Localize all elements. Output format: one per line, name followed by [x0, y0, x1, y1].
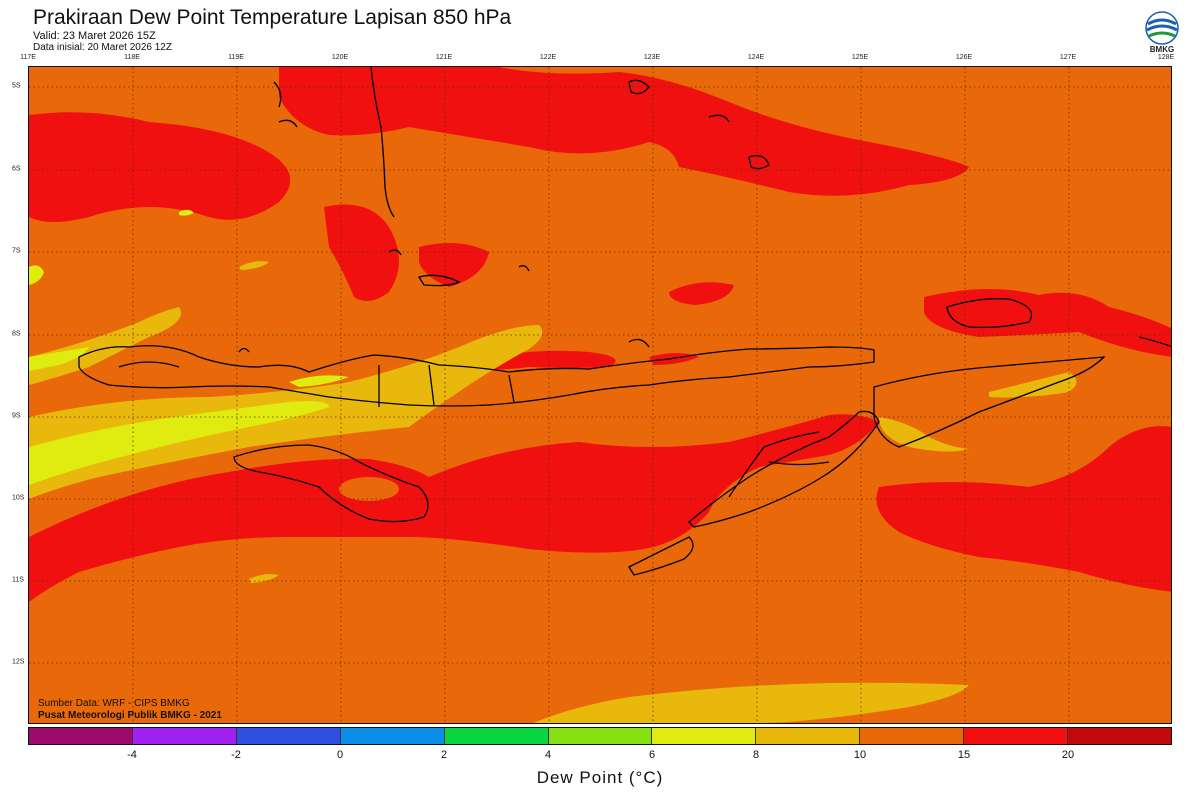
- colorbar-segment: [548, 728, 653, 744]
- colorbar: [28, 727, 1172, 745]
- lat-label: 10S: [12, 494, 25, 502]
- lon-label: 117E: [20, 54, 36, 61]
- data-source: Sumber Data: WRF - CIPS BMKG: [38, 698, 190, 709]
- lat-label: 11S: [12, 576, 24, 584]
- lat-label: 6S: [12, 165, 21, 173]
- lon-label: 127E: [1059, 54, 1077, 61]
- colorbar-tick: 8: [752, 749, 760, 761]
- colorbar-tick: 2: [440, 749, 448, 761]
- lon-label: 125E: [851, 54, 869, 61]
- lon-label: 123E: [643, 54, 661, 61]
- colorbar-segment: [132, 728, 237, 744]
- field-hole: [339, 477, 399, 501]
- lat-label: 12S: [12, 658, 25, 666]
- colorbar-tick: 4: [544, 749, 552, 761]
- colorbar-segment: [652, 728, 757, 744]
- lat-label: 7S: [12, 247, 21, 255]
- map-canvas: [29, 67, 1171, 723]
- lon-label: 128E: [1157, 54, 1175, 61]
- lat-label: 5S: [12, 82, 21, 90]
- colorbar-tick: 20: [1061, 749, 1075, 761]
- colorbar-segment: [340, 728, 445, 744]
- bmkg-logo-icon: [1142, 10, 1182, 58]
- colorbar-segment: [444, 728, 549, 744]
- colorbar-tick: -2: [231, 749, 241, 761]
- lon-label: 119E: [228, 54, 244, 61]
- dew-point-map: [28, 66, 1172, 724]
- lon-label: 121E: [435, 54, 453, 61]
- colorbar-tick: -4: [127, 749, 137, 761]
- colorbar-tick: 6: [648, 749, 656, 761]
- agency-credit: Pusat Meteorologi Publik BMKG - 2021: [38, 710, 222, 721]
- colorbar-segment: [236, 728, 341, 744]
- lon-label: 126E: [955, 54, 973, 61]
- initial-data-time: Data inisial: 20 Maret 2026 12Z: [33, 42, 172, 53]
- colorbar-tick: 10: [853, 749, 867, 761]
- colorbar-title: Dew Point (°C): [536, 768, 664, 787]
- lon-label: 124E: [747, 54, 765, 61]
- colorbar-segment: [860, 728, 965, 744]
- field-6-8: [29, 209, 349, 485]
- lon-label: 120E: [331, 54, 349, 61]
- colorbar-segment: [1068, 728, 1171, 744]
- valid-time: Valid: 23 Maret 2026 15Z: [33, 30, 156, 42]
- lon-label: 118E: [124, 54, 140, 61]
- field-15-20: [29, 67, 1171, 602]
- colorbar-segment: [756, 728, 861, 744]
- colorbar-tick: 0: [336, 749, 344, 761]
- lat-label: 9S: [12, 412, 21, 420]
- colorbar-segment: [964, 728, 1069, 744]
- logo-text: BMKG: [1149, 45, 1175, 54]
- graticule: [29, 67, 1171, 723]
- map-title: Prakiraan Dew Point Temperature Lapisan …: [33, 6, 512, 29]
- coastlines: [78, 67, 1171, 576]
- colorbar-segment: [29, 728, 133, 744]
- lon-label: 122E: [539, 54, 557, 61]
- colorbar-tick: 15: [957, 749, 971, 761]
- lat-label: 8S: [12, 330, 21, 338]
